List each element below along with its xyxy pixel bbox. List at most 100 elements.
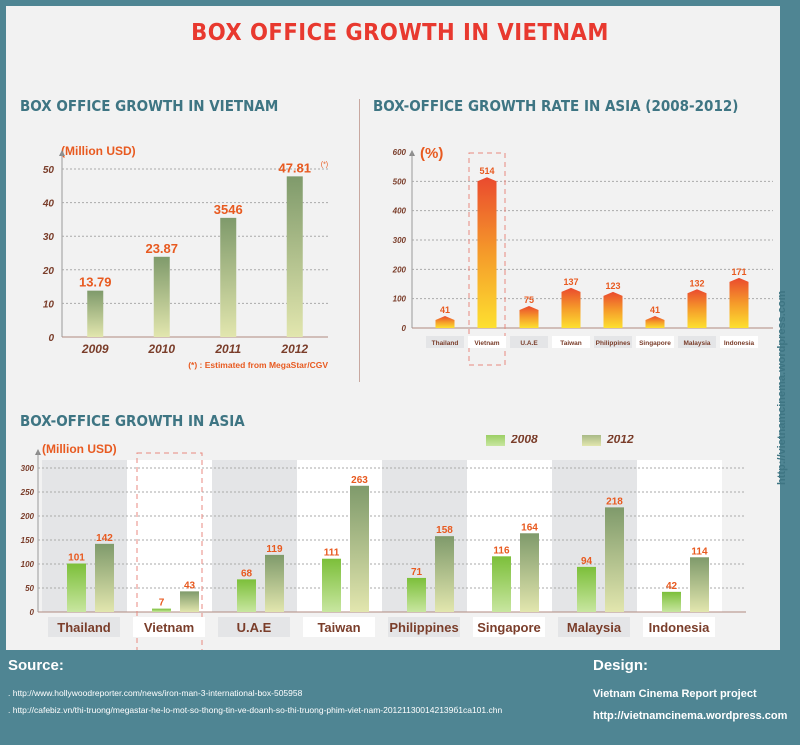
x-tick-label: U.A.E <box>237 620 272 635</box>
source-link[interactable]: . http://www.hollywoodreporter.com/news/… <box>8 688 303 698</box>
bar-2012 <box>605 507 624 612</box>
x-tick-label: Taiwan <box>560 340 582 347</box>
y-tick-label: 50 <box>43 165 55 176</box>
bar-2008 <box>662 591 681 612</box>
y-tick-label: 30 <box>43 232 55 243</box>
source-title: Source: <box>8 657 64 674</box>
bar-2012 <box>95 543 114 612</box>
y-tick-label: 200 <box>392 265 407 274</box>
value-label: 3546 <box>214 202 243 217</box>
x-tick-label: U.A.E <box>520 340 538 347</box>
design-url[interactable]: http://vietnamcinema.wordpress.com <box>593 710 788 722</box>
value-label: 132 <box>689 278 704 288</box>
category-bg <box>594 336 632 348</box>
bar-2008 <box>577 566 596 612</box>
value-label: 263 <box>351 475 368 486</box>
category-bg <box>643 617 715 637</box>
value-label: 23.87 <box>145 241 178 256</box>
chart-asia-growth: (Million USD) 0 50 100 150 200 250 300 101 142 Tha… <box>20 435 746 650</box>
x-tick-label: Singapore <box>639 340 671 347</box>
x-tick-label: Philippines <box>389 620 458 635</box>
category-bg <box>468 336 506 348</box>
y-tick-label: 0 <box>48 333 54 344</box>
value-label: 41 <box>650 305 660 315</box>
bar-2012 <box>265 554 284 612</box>
x-tick-label: 2012 <box>280 342 308 356</box>
value-label: 514 <box>479 166 494 176</box>
value-label: 164 <box>521 522 538 533</box>
value-label: 123 <box>605 281 620 291</box>
bar-2008 <box>237 579 256 612</box>
y-tick-label: 300 <box>21 464 35 473</box>
bar <box>519 306 539 328</box>
design-title: Design: <box>593 657 649 674</box>
x-tick-label: Philippines <box>596 340 631 347</box>
bar-2008 <box>407 577 426 612</box>
y-tick-label: 600 <box>393 148 407 157</box>
bar <box>435 315 455 328</box>
footer: Source: . http://www.hollywoodreporter.c… <box>0 655 800 745</box>
value-label: 101 <box>68 553 85 564</box>
x-tick-label: Thailand <box>57 620 111 635</box>
category-bg <box>388 617 460 637</box>
legend-swatch <box>486 435 505 446</box>
value-label: 75 <box>524 295 534 305</box>
value-label: 119 <box>266 544 283 555</box>
category-bg <box>552 336 590 348</box>
legend-label: 2008 <box>510 435 538 446</box>
annotation-marker: (*) <box>321 161 328 168</box>
x-tick-label: 2011 <box>214 342 241 356</box>
value-label: 71 <box>411 567 423 578</box>
source-link[interactable]: . http://cafebiz.vn/thi-truong/megastar-… <box>8 705 503 715</box>
footnote: (*) : Estimated from MegaStar/CGV <box>188 360 328 370</box>
value-label: 158 <box>436 525 453 536</box>
value-label: 7 <box>159 598 165 609</box>
value-label: 171 <box>731 267 746 277</box>
bar <box>645 315 665 328</box>
y-tick-label: 10 <box>43 299 55 310</box>
y-tick-label: 100 <box>21 560 35 569</box>
category-bg <box>426 336 464 348</box>
y-tick-label: 0 <box>402 324 407 333</box>
bar-2008 <box>322 558 341 612</box>
value-label: 43 <box>184 580 196 591</box>
y-tick-label: 500 <box>393 177 407 186</box>
x-tick-label: Malaysia <box>683 340 710 347</box>
value-label: 47.81 <box>278 160 311 175</box>
category-bg <box>510 336 548 348</box>
category-bg <box>133 617 205 637</box>
x-tick-label: Singapore <box>477 620 541 635</box>
category-column-bg <box>127 460 212 612</box>
value-label: 142 <box>96 533 113 544</box>
bar-2008 <box>152 608 171 612</box>
bar-2012 <box>350 485 369 612</box>
main-title: BOX OFFICE GROWTH IN VIETNAM <box>191 20 609 46</box>
value-label: 116 <box>493 545 510 556</box>
category-bg <box>558 617 630 637</box>
bar-2008 <box>67 563 86 612</box>
category-column-bg <box>637 460 722 612</box>
side-url: http://vietnamcinema.wordpress.com <box>776 290 788 485</box>
value-label: 218 <box>606 496 623 507</box>
value-label: 111 <box>324 548 340 559</box>
y-tick-label: 250 <box>20 488 35 497</box>
x-tick-label: Indonesia <box>649 620 710 635</box>
x-tick-label: Indonesia <box>724 340 755 347</box>
legend-label: 2012 <box>606 435 634 446</box>
value-label: 41 <box>440 305 450 315</box>
bar-2012 <box>690 557 709 612</box>
x-tick-label: Vietnam <box>474 340 499 347</box>
chart3-title: BOX-OFFICE GROWTH IN ASIA <box>20 412 245 430</box>
bar <box>153 256 170 337</box>
highlight-box <box>136 452 203 650</box>
y-tick-label: 300 <box>393 236 407 245</box>
design-project: Vietnam Cinema Report project <box>593 688 757 700</box>
category-bg <box>218 617 290 637</box>
chart-vietnam-growth: (Million USD) 0 10 20 30 40 50 13.79 2009 23.87 20… <box>42 144 328 370</box>
x-tick-label: Vietnam <box>144 620 194 635</box>
value-label: 94 <box>581 556 593 567</box>
bar-2012 <box>435 536 454 612</box>
category-bg <box>473 617 545 637</box>
bar <box>477 177 497 328</box>
value-label: 114 <box>691 546 708 557</box>
